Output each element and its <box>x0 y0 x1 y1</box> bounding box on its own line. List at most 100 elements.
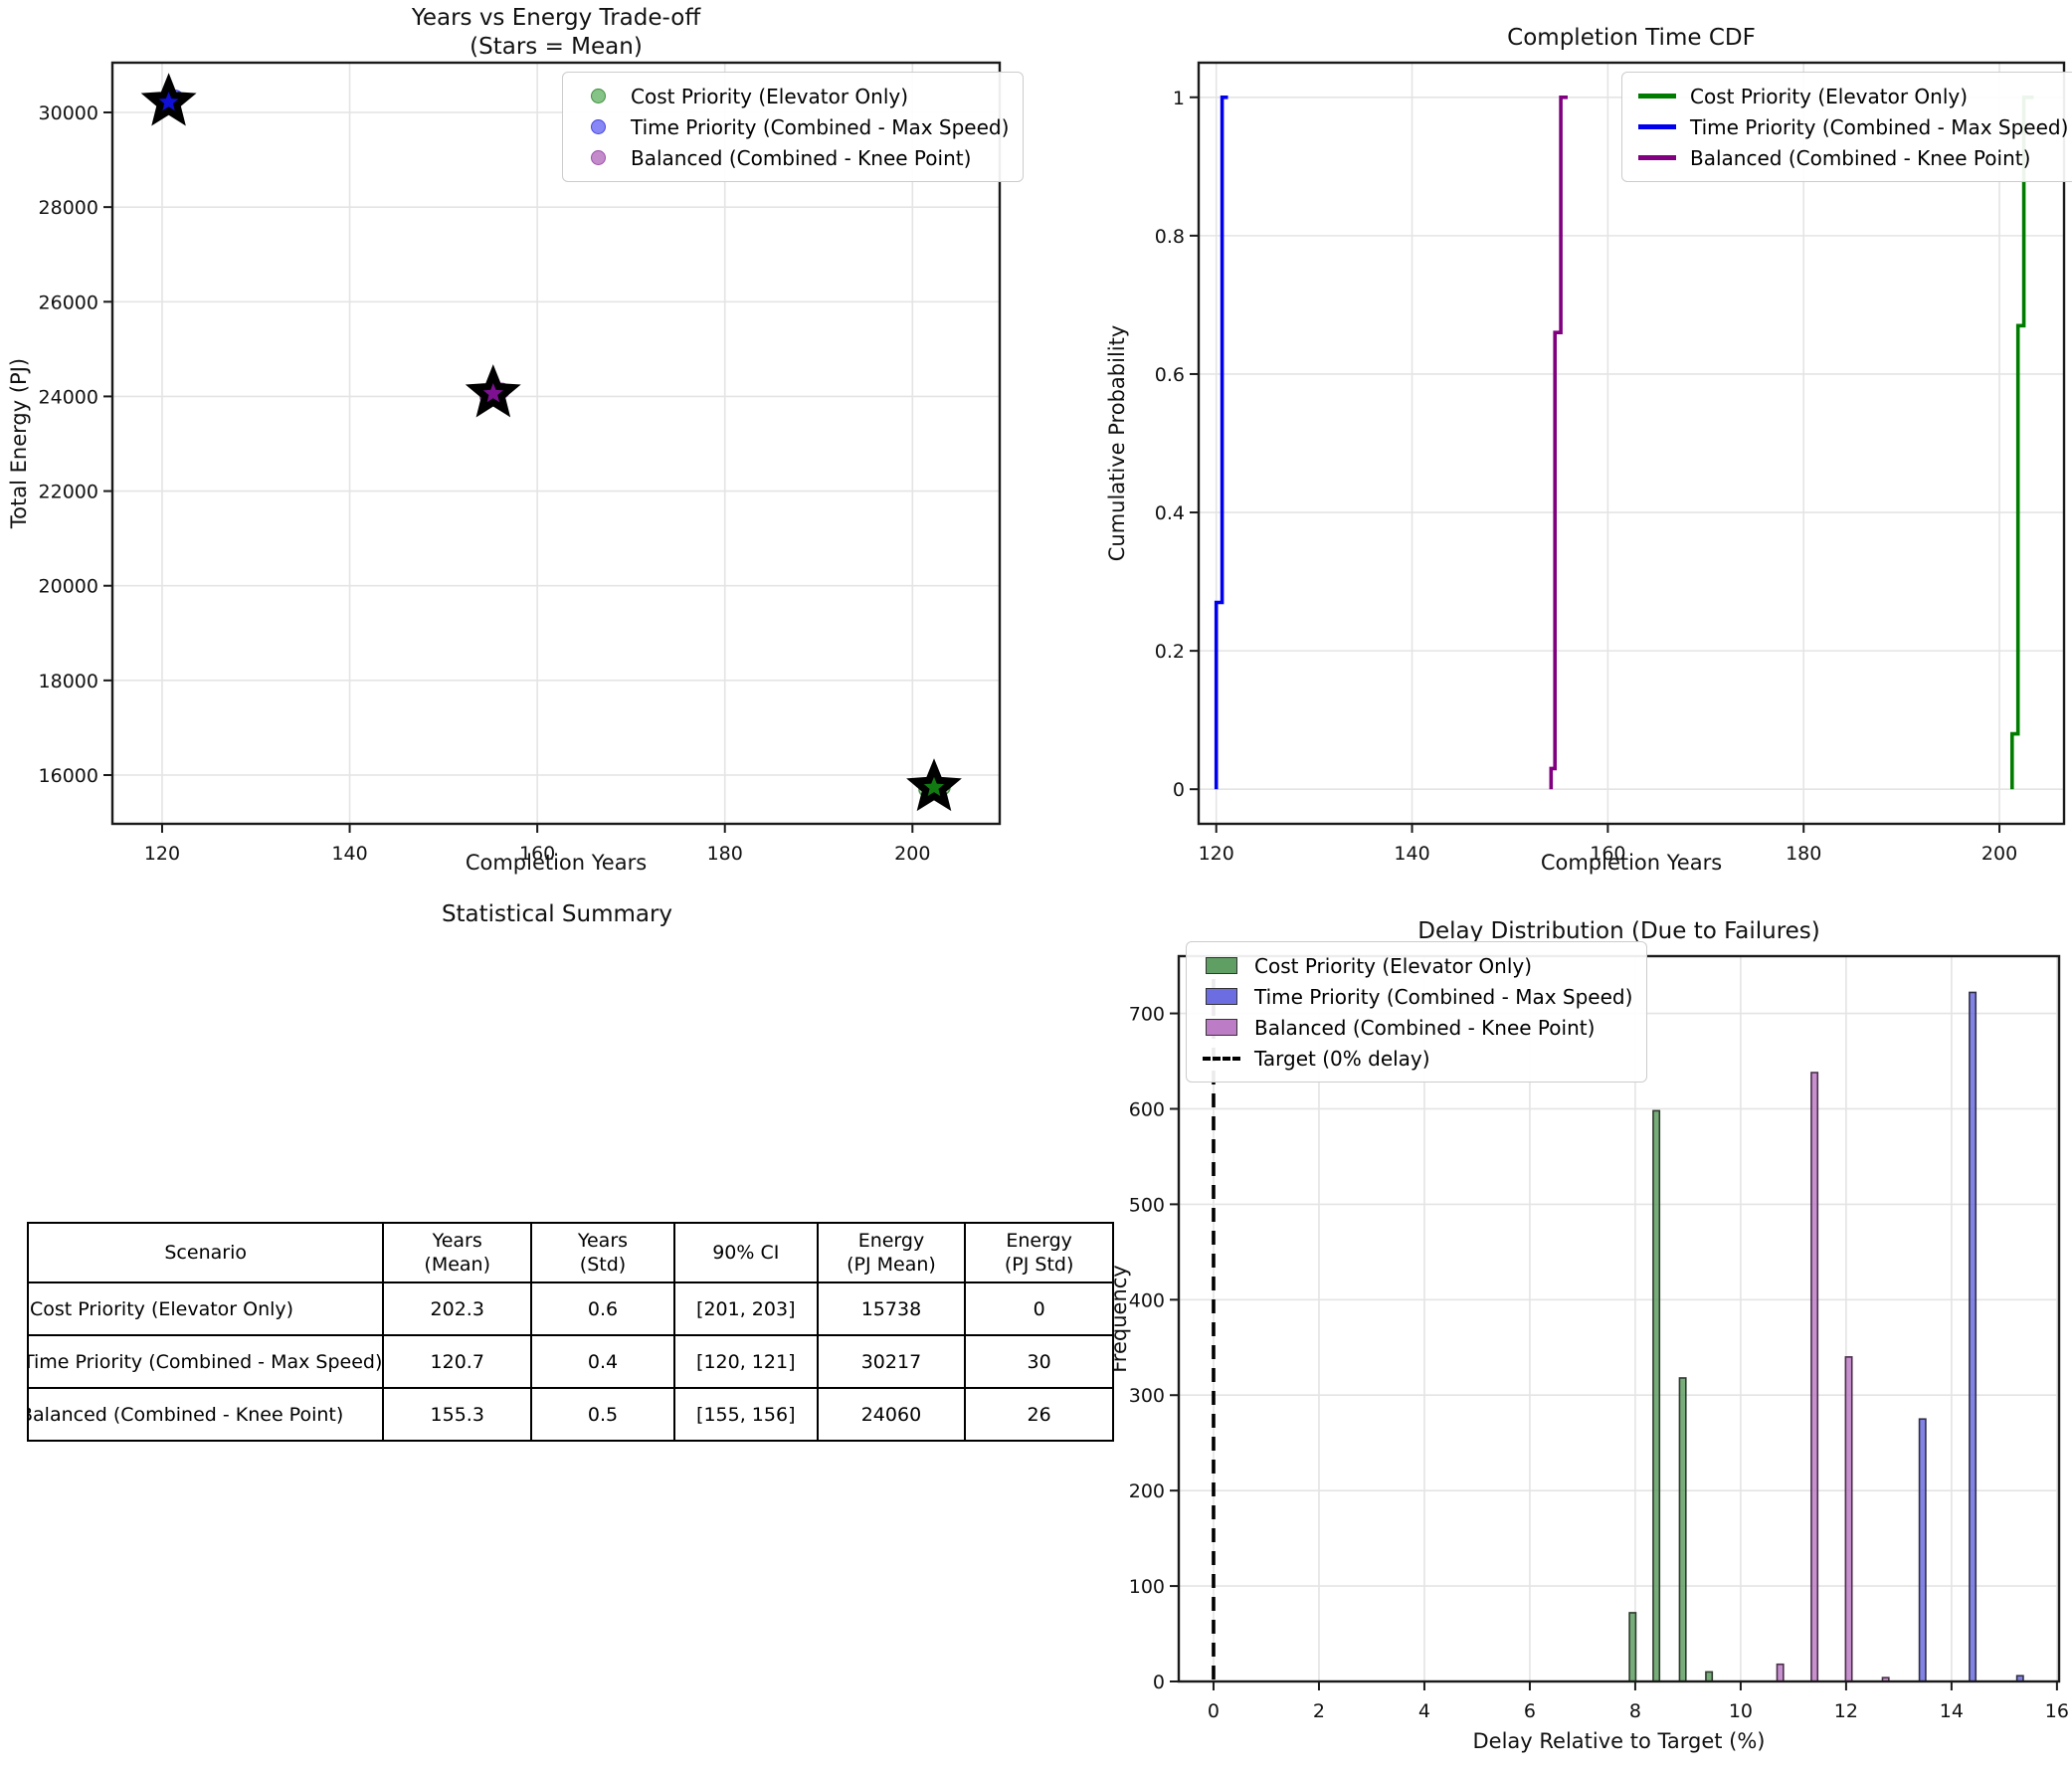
scenario-cell: Cost Priority (Elevator Only) <box>26 1281 385 1336</box>
value-cell: 0 <box>964 1281 1114 1336</box>
y-tick-label: 20000 <box>39 576 98 598</box>
legend-label: Target (0% delay) <box>1254 1046 1430 1071</box>
histogram-bar <box>1844 1356 1853 1682</box>
legend-patch-icon <box>1206 1019 1237 1036</box>
legend-patch-icon <box>1201 988 1242 1005</box>
legend-line-icon <box>1636 94 1678 99</box>
histogram-bar <box>1918 1418 1927 1682</box>
y-tick-label: 700 <box>1129 1004 1165 1026</box>
table-header-row: Scenario Years (Mean) Years (Std) 90% CI Ene… <box>26 1222 1114 1283</box>
x-tick-label: 180 <box>707 843 743 865</box>
legend-line-icon <box>1638 124 1676 129</box>
x-tick-label: 0 <box>1208 1700 1220 1722</box>
value-cell: [155, 156] <box>672 1387 819 1442</box>
y-tick-label: 24000 <box>39 386 98 408</box>
legend-dot-icon <box>590 150 606 165</box>
y-tick-label: 1 <box>1173 88 1185 109</box>
legend-patch-icon <box>1201 1019 1242 1036</box>
legend-dot-icon <box>590 119 606 134</box>
y-tick-label: 28000 <box>39 197 98 219</box>
legend-item: Target (0% delay) <box>1201 1043 1632 1074</box>
table-row: Cost Priority (Elevator Only) 202.3 0.6 [20… <box>26 1281 1114 1336</box>
cdf-xlabel: Completion Years <box>1540 851 1723 875</box>
histogram-bar <box>1628 1612 1637 1682</box>
cdf-step-line <box>1549 96 1568 790</box>
cdf-step-line <box>1214 96 1228 790</box>
x-tick-label: 140 <box>1394 843 1429 865</box>
y-tick-label: 0.2 <box>1155 641 1185 663</box>
scatter-title: Years vs Energy Trade-off (Stars = Mean) <box>411 5 701 60</box>
y-tick-label: 0.6 <box>1155 364 1185 386</box>
mean-star-marker <box>906 758 962 812</box>
x-tick-label: 200 <box>894 843 930 865</box>
legend-line-icon <box>1636 155 1678 160</box>
y-tick-label: 18000 <box>39 671 98 692</box>
summary-table-title: Statistical Summary <box>441 901 673 927</box>
legend-dot-icon <box>577 89 619 103</box>
x-tick-label: 14 <box>1940 1700 1964 1722</box>
histogram-bar <box>1810 1072 1819 1682</box>
legend-label: Time Priority (Combined - Max Speed) <box>1690 114 2069 139</box>
mean-star-marker <box>465 364 521 418</box>
table-header-cell: Years (Std) <box>530 1222 675 1283</box>
x-tick-label: 4 <box>1418 1700 1430 1722</box>
table-header-cell: Scenario <box>26 1222 385 1283</box>
y-tick-label: 0.8 <box>1155 226 1185 248</box>
cdf-step-line <box>2009 96 2034 790</box>
histogram-bar <box>1705 1671 1714 1682</box>
cdf-legend: Cost Priority (Elevator Only) Time Priori… <box>1621 72 2072 182</box>
value-cell: 0.6 <box>530 1281 675 1336</box>
y-tick-label: 100 <box>1129 1576 1165 1598</box>
histogram-legend: Cost Priority (Elevator Only) Time Priori… <box>1186 941 1648 1083</box>
legend-label: Balanced (Combined - Knee Point) <box>631 145 972 170</box>
legend-item: Time Priority (Combined - Max Speed) <box>1636 111 2068 142</box>
y-tick-label: 0.4 <box>1155 502 1185 524</box>
histogram-bar <box>1678 1377 1687 1682</box>
y-tick-label: 30000 <box>39 102 98 124</box>
legend-line-icon <box>1638 94 1676 99</box>
value-cell: [120, 121] <box>672 1334 819 1389</box>
x-tick-label: 160 <box>1590 843 1625 865</box>
scenario-cell: Balanced (Combined - Knee Point) <box>26 1387 385 1442</box>
value-cell: 24060 <box>816 1387 967 1442</box>
legend-patch-icon <box>1206 957 1237 974</box>
summary-table-panel: Statistical Summary Scenario Years (Mean)… <box>0 876 1114 1774</box>
axes-spines <box>110 61 1002 826</box>
legend-label: Cost Priority (Elevator Only) <box>631 84 909 108</box>
legend-dot-icon <box>590 89 606 103</box>
legend-item: Cost Priority (Elevator Only) <box>1201 950 1632 981</box>
delay-histogram-panel: Delay Distribution (Due to Failures) 0 2 4… <box>1114 876 2072 1774</box>
value-cell: [201, 203] <box>672 1281 819 1336</box>
legend-item: Balanced (Combined - Knee Point) <box>1636 142 2068 173</box>
value-cell: 30 <box>964 1334 1114 1389</box>
scatter-xlabel: Completion Years <box>465 851 648 875</box>
scatter-legend: Cost Priority (Elevator Only) Time Priori… <box>562 72 1025 182</box>
y-tick-label: 200 <box>1129 1480 1165 1502</box>
legend-item: Cost Priority (Elevator Only) <box>1636 81 2068 111</box>
legend-dot-icon <box>577 119 619 134</box>
legend-label: Time Priority (Combined - Max Speed) <box>1254 984 1633 1009</box>
y-tick-label: 22000 <box>39 482 98 503</box>
histogram-bar <box>1652 1109 1661 1682</box>
x-tick-label: 180 <box>1786 843 1821 865</box>
legend-item: Balanced (Combined - Knee Point) <box>1201 1012 1632 1043</box>
summary-table: Scenario Years (Mean) Years (Std) 90% CI Ene… <box>26 1222 1114 1442</box>
legend-label: Balanced (Combined - Knee Point) <box>1254 1015 1596 1040</box>
value-cell: 26 <box>964 1387 1114 1442</box>
table-header-cell: 90% CI <box>672 1222 819 1283</box>
legend-label: Balanced (Combined - Knee Point) <box>1690 145 2031 170</box>
value-cell: 0.5 <box>530 1387 675 1442</box>
axes-spines <box>1197 61 2066 826</box>
y-tick-label: 26000 <box>39 292 98 313</box>
legend-line-icon <box>1636 124 1678 129</box>
y-tick-label: 300 <box>1129 1385 1165 1407</box>
x-tick-label: 8 <box>1629 1700 1641 1722</box>
value-cell: 0.4 <box>530 1334 675 1389</box>
scatter-tradeoff-panel: Years vs Energy Trade-off (Stars = Mean)… <box>0 0 1104 876</box>
histogram-title: Delay Distribution (Due to Failures) <box>1417 918 1820 944</box>
legend-item: Cost Priority (Elevator Only) <box>577 81 1009 111</box>
legend-patch-icon <box>1206 988 1237 1005</box>
histogram-bar <box>1776 1663 1785 1682</box>
y-tick-label: 16000 <box>39 765 98 787</box>
legend-item: Balanced (Combined - Knee Point) <box>577 142 1009 173</box>
